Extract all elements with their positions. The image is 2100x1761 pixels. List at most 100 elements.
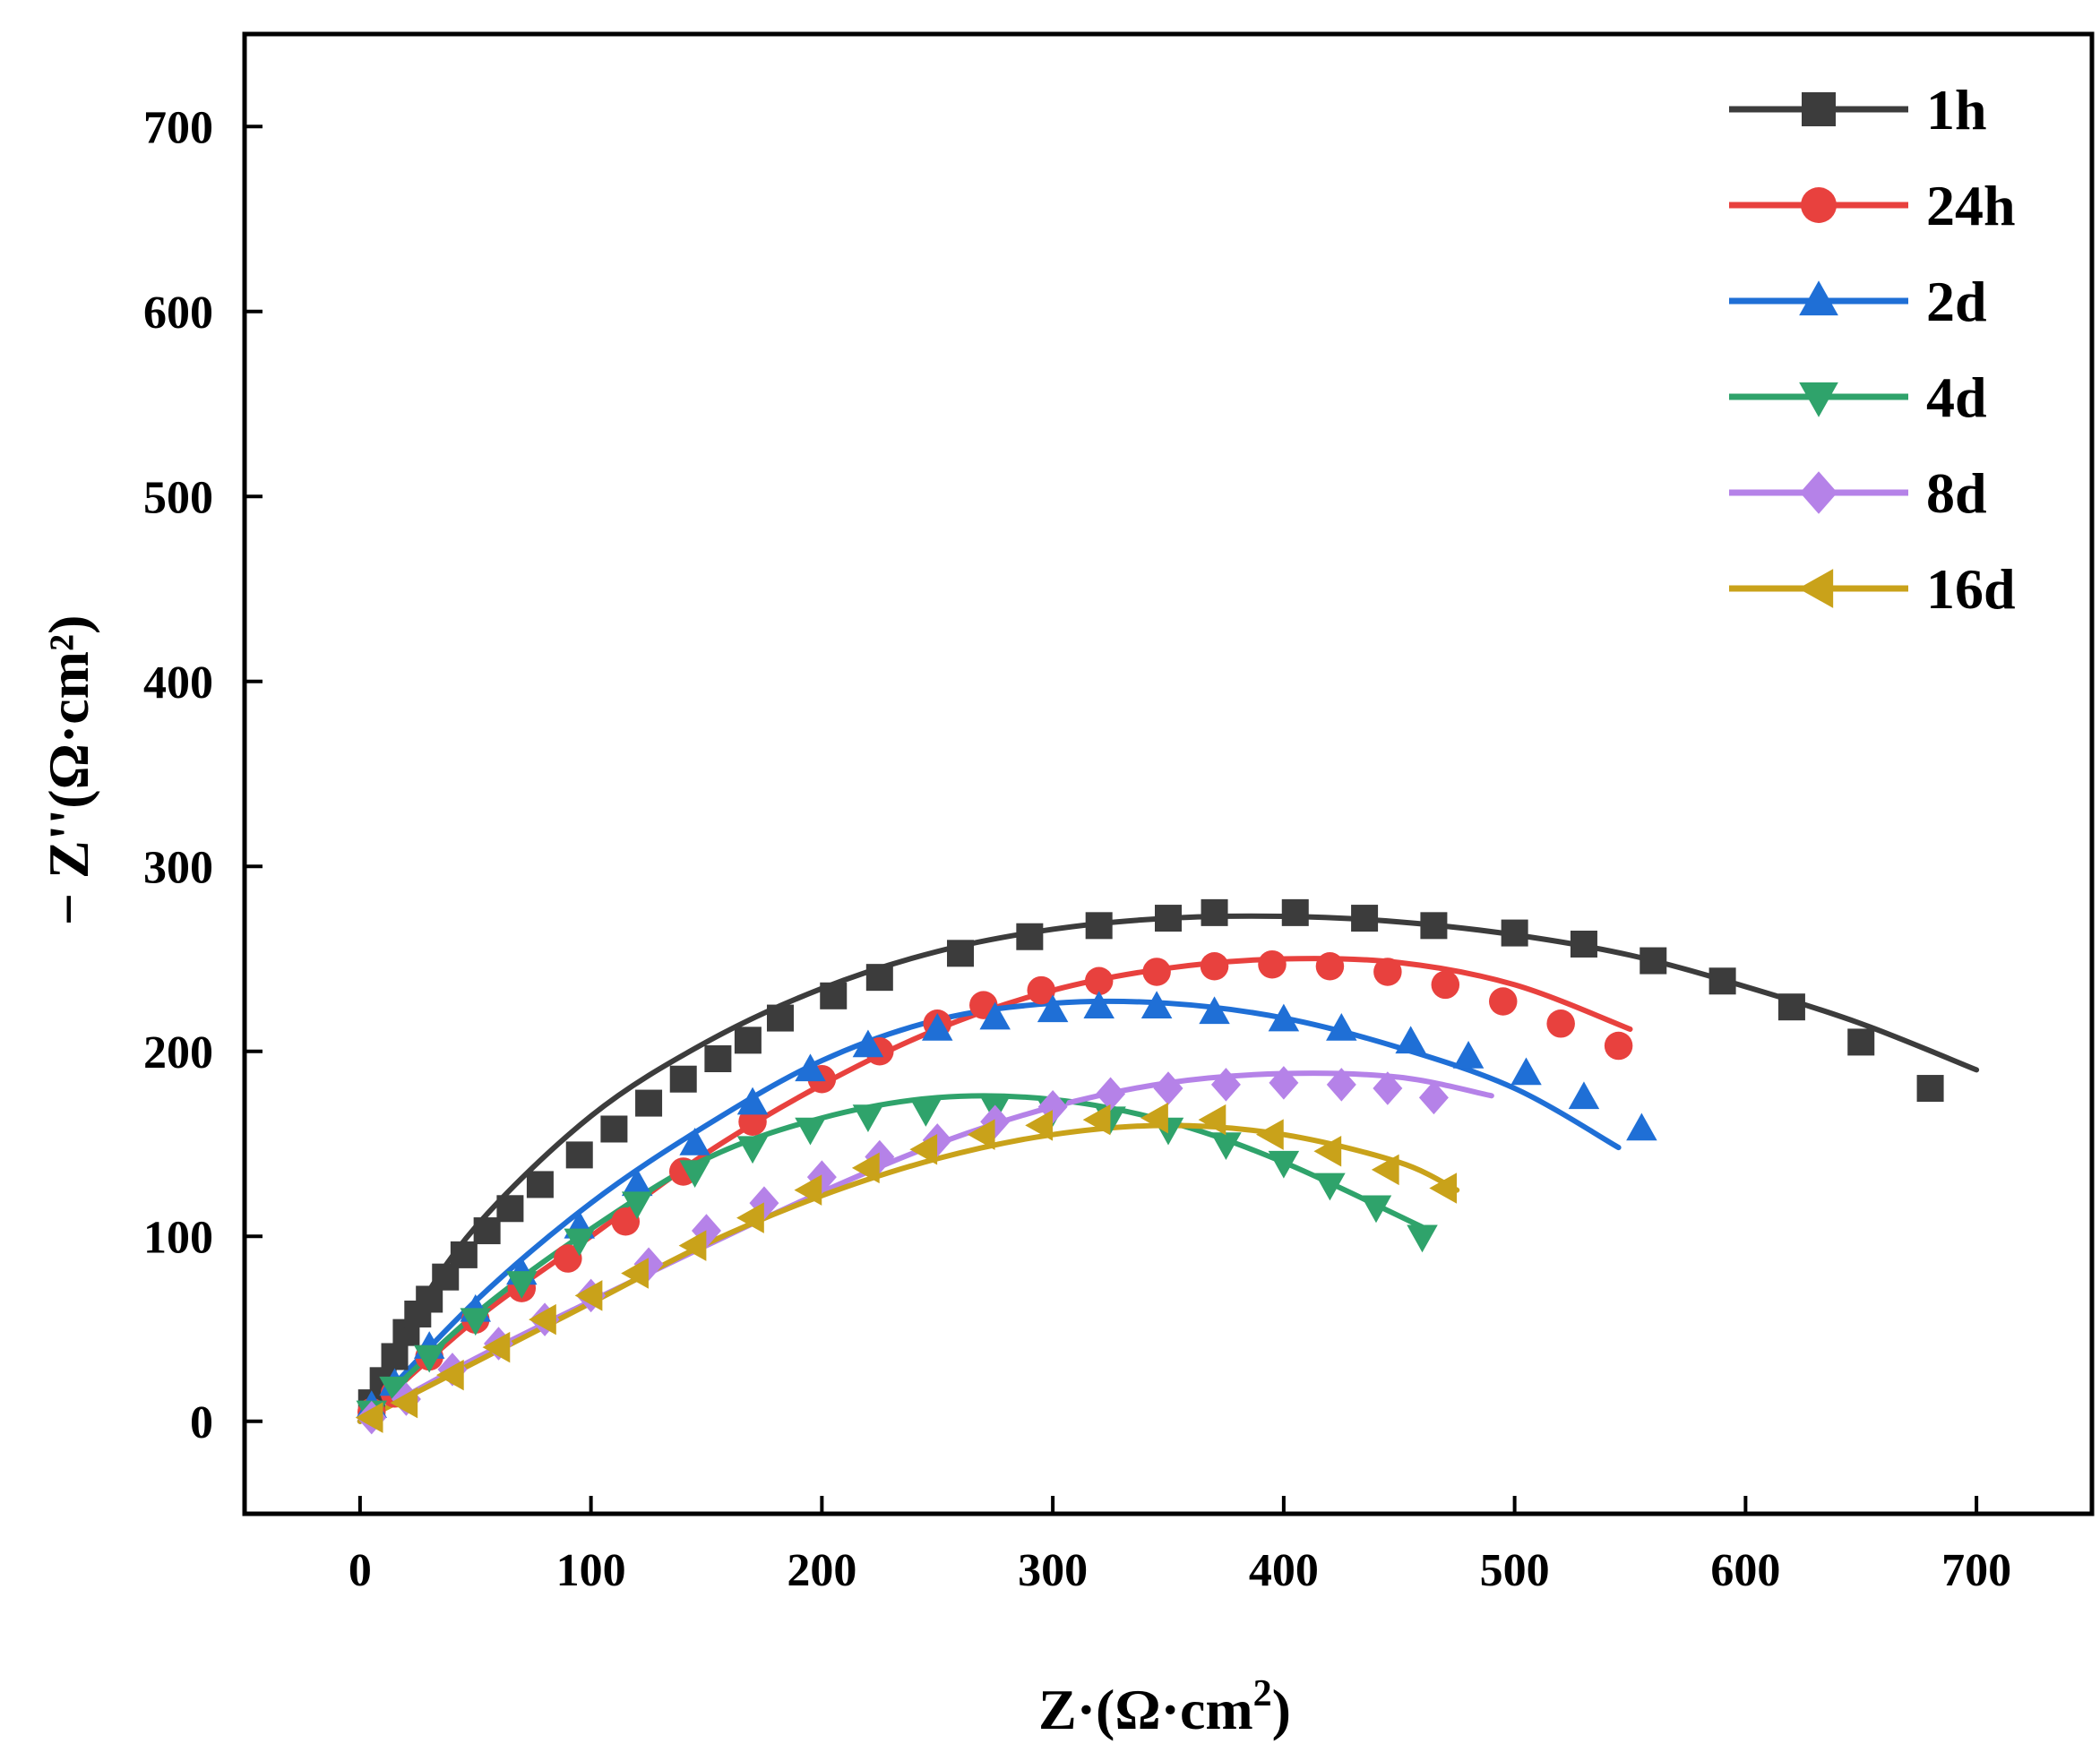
point-1h-21 (1016, 923, 1044, 950)
point-16d-12 (967, 1119, 995, 1150)
x-axis-title-sup: 2 (1253, 1673, 1272, 1714)
point-1h-7 (450, 1241, 478, 1268)
point-1h-27 (1420, 912, 1448, 940)
point-16d-14 (1082, 1104, 1111, 1136)
y-tick-label-2: 200 (143, 1027, 213, 1078)
point-16d-3 (482, 1331, 511, 1363)
point-16d-13 (1025, 1110, 1053, 1141)
point-2d-9 (795, 1053, 826, 1082)
point-1h-10 (526, 1171, 554, 1198)
legend-item-1h: 1h (1729, 78, 1987, 142)
point-8d-17 (1269, 1066, 1299, 1100)
plot-frame (242, 31, 2095, 1516)
point-16d-2 (435, 1359, 464, 1391)
point-16d-10 (851, 1152, 880, 1184)
point-24h-23 (1604, 1031, 1633, 1061)
x-axis-title-main: Z·(Ω·cm (1038, 1678, 1253, 1741)
point-1h-29 (1570, 930, 1597, 958)
point-2d-6 (621, 1168, 653, 1197)
point-2d-15 (1140, 991, 1173, 1018)
point-2d-12 (979, 1001, 1011, 1030)
legend: 1h 24h 2d 4d 8d 16d (1729, 78, 2016, 621)
point-1h-25 (1281, 898, 1309, 926)
point-16d-9 (794, 1174, 822, 1206)
point-16d-11 (909, 1133, 938, 1165)
point-24h-5 (554, 1244, 582, 1273)
legend-item-2d: 2d (1729, 270, 1987, 333)
y-tick-label-1: 100 (143, 1212, 213, 1263)
point-1h-2 (381, 1343, 409, 1370)
point-16d-0 (355, 1402, 383, 1433)
legend-item-4d: 4d (1729, 365, 1987, 429)
fit-curve-2d (357, 998, 1622, 1424)
data-markers (355, 898, 1944, 1435)
point-2d-10 (852, 1029, 884, 1058)
point-1h-18 (820, 982, 848, 1009)
point-4d-17 (1268, 1150, 1300, 1179)
point-16d-20 (1429, 1173, 1458, 1204)
legend-label-1h: 1h (1926, 78, 1987, 142)
point-1h-17 (766, 1004, 794, 1032)
y-tick-label-3: 300 (143, 842, 213, 893)
point-2d-20 (1452, 1040, 1485, 1069)
legend-label-8d: 8d (1926, 461, 1987, 525)
x-axis-title: Z·(Ω·cm2) (1038, 1673, 1291, 1741)
point-16d-7 (678, 1230, 707, 1261)
point-2d-14 (1083, 991, 1115, 1018)
point-4d-7 (679, 1160, 710, 1188)
point-24h-13 (1027, 975, 1055, 1005)
point-4d-10 (852, 1104, 884, 1133)
x-tick-label-0: 0 (349, 1545, 372, 1596)
point-1h-11 (565, 1141, 593, 1169)
point-8d-20 (1418, 1080, 1449, 1115)
point-8d-19 (1373, 1071, 1403, 1105)
legend-marker-8d (1800, 471, 1838, 514)
point-4d-16 (1210, 1132, 1242, 1160)
series-8d (357, 1066, 1449, 1435)
series-16d (355, 1102, 1458, 1433)
point-4d-1 (379, 1376, 410, 1405)
legend-label-2d: 2d (1926, 270, 1987, 333)
legend-label-16d: 16d (1926, 557, 2016, 621)
point-4d-3 (460, 1308, 491, 1336)
point-16d-16 (1198, 1104, 1226, 1136)
point-24h-17 (1258, 949, 1287, 979)
point-24h-14 (1084, 966, 1114, 996)
point-1h-31 (1708, 967, 1736, 995)
point-2d-8 (736, 1087, 769, 1115)
point-1h-8 (473, 1217, 501, 1245)
point-1h-15 (704, 1045, 732, 1073)
point-4d-5 (564, 1228, 595, 1257)
point-1h-16 (734, 1027, 762, 1054)
point-1h-30 (1640, 947, 1667, 975)
legend-marker-1h (1802, 92, 1836, 126)
legend-marker-4d (1799, 382, 1838, 417)
point-16d-1 (390, 1387, 418, 1419)
point-16d-4 (529, 1303, 556, 1336)
x-tick-label-6: 600 (1710, 1545, 1780, 1596)
point-24h-8 (738, 1107, 767, 1136)
point-4d-6 (621, 1191, 653, 1220)
point-8d-16 (1210, 1068, 1241, 1102)
x-tick-label-4: 400 (1249, 1545, 1319, 1596)
point-4d-2 (413, 1344, 445, 1373)
point-2d-17 (1268, 1003, 1300, 1032)
point-4d-18 (1314, 1173, 1346, 1201)
y-tick-label-7: 700 (143, 102, 213, 153)
point-24h-16 (1200, 952, 1229, 981)
point-1h-22 (1085, 912, 1113, 940)
point-2d-13 (1037, 994, 1069, 1023)
point-2d-16 (1199, 996, 1230, 1025)
point-4d-4 (506, 1271, 538, 1299)
point-1h-24 (1201, 898, 1228, 926)
legend-label-24h: 24h (1926, 174, 2016, 237)
point-16d-5 (574, 1280, 603, 1311)
point-2d-19 (1395, 1026, 1426, 1054)
y-tick-label-5: 500 (143, 472, 213, 523)
point-24h-21 (1488, 987, 1518, 1016)
point-1h-23 (1155, 905, 1182, 932)
point-2d-21 (1510, 1057, 1542, 1086)
point-1h-9 (496, 1195, 524, 1223)
x-tick-label-1: 100 (556, 1545, 626, 1596)
